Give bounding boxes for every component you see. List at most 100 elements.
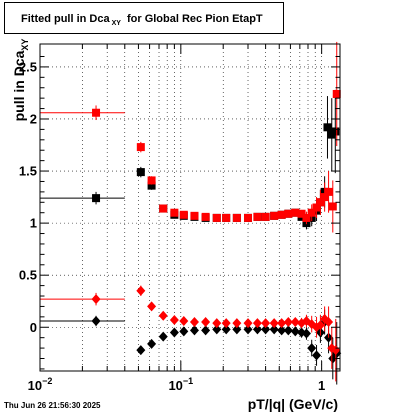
- data-markers: [40, 41, 342, 385]
- data-series: [40, 41, 341, 233]
- diamond-marker: [269, 324, 279, 335]
- diamond-marker: [136, 285, 146, 296]
- diamond-marker: [147, 301, 157, 312]
- axis-ticks: 10−2 10−1 100.511.522.5: [19, 44, 340, 393]
- diamond-marker: [212, 318, 222, 329]
- square-marker: [136, 143, 145, 152]
- diamond-marker: [179, 326, 189, 337]
- diamond-marker: [290, 326, 300, 337]
- diamond-marker: [283, 325, 293, 336]
- diamond-marker: [201, 317, 211, 328]
- diamond-marker: [232, 324, 242, 335]
- diamond-marker: [277, 325, 287, 336]
- y-axis-label-subscript: XY: [20, 38, 30, 51]
- square-marker: [190, 211, 199, 220]
- datestamp: Thu Jun 26 21:56:30 2025: [4, 401, 101, 410]
- diamond-marker: [91, 316, 101, 327]
- diamond-marker: [232, 318, 242, 329]
- square-marker: [136, 168, 145, 177]
- diamond-marker: [243, 318, 253, 329]
- square-marker: [270, 211, 279, 220]
- x-tick-label: 10−2: [28, 376, 53, 393]
- diamond-marker: [261, 318, 271, 329]
- diamond-marker: [315, 320, 325, 331]
- x-tick-label-base: 10: [168, 378, 182, 393]
- title-suffix: for Global Rec Pion EtapT: [126, 13, 263, 25]
- diamond-marker: [179, 316, 189, 327]
- square-marker: [328, 202, 337, 211]
- square-marker: [320, 193, 329, 202]
- y-axis-label-main: pull in Dca: [11, 50, 27, 122]
- square-marker: [332, 89, 341, 98]
- y-tick-label: 0.5: [19, 268, 37, 283]
- chart-title: Fitted pull in Dca XY for Global Rec Pion …: [21, 13, 263, 27]
- diamond-marker: [324, 317, 334, 328]
- diamond-marker: [189, 317, 199, 328]
- diamond-marker: [189, 325, 199, 336]
- diamond-marker: [301, 328, 311, 339]
- square-marker: [277, 210, 286, 219]
- square-marker: [261, 212, 270, 221]
- square-marker: [244, 213, 253, 222]
- square-marker: [331, 127, 340, 136]
- square-marker: [212, 213, 221, 222]
- diamond-marker: [252, 318, 262, 329]
- diamond-marker: [221, 324, 231, 335]
- diamond-marker: [201, 325, 211, 336]
- diamond-marker: [252, 324, 262, 335]
- diamond-marker: [261, 324, 271, 335]
- square-marker: [302, 213, 311, 222]
- square-marker: [323, 123, 332, 132]
- square-marker: [147, 176, 156, 185]
- x-tick-label-exponent: −2: [42, 376, 52, 386]
- square-marker: [201, 212, 210, 221]
- square-marker: [307, 208, 316, 217]
- x-tick-label-exponent: −1: [183, 376, 193, 386]
- y-axis-label: pull in DcaXY: [11, 25, 30, 135]
- diamond-marker: [283, 317, 293, 328]
- square-marker: [291, 208, 300, 217]
- x-axis-label: pT/|q| (GeV/c): [247, 396, 338, 412]
- diamond-marker: [290, 317, 300, 328]
- diamond-marker: [147, 338, 157, 349]
- square-marker: [284, 209, 293, 218]
- x-tick-label: 10−1: [168, 376, 193, 393]
- square-marker: [92, 108, 101, 117]
- title-prefix: Fitted pull in Dca: [21, 13, 110, 25]
- diamond-marker: [243, 324, 253, 335]
- y-tick-label: 0: [30, 320, 37, 335]
- square-marker: [170, 208, 179, 217]
- square-marker: [324, 187, 333, 196]
- square-marker: [159, 204, 168, 213]
- title-box: Fitted pull in Dca XY for Global Rec Pion …: [4, 2, 284, 34]
- diamond-marker: [136, 345, 146, 356]
- diamond-marker: [158, 331, 168, 342]
- square-marker: [253, 212, 262, 221]
- x-tick-label: 1: [318, 378, 325, 393]
- diamond-marker: [269, 318, 279, 329]
- square-marker: [179, 210, 188, 219]
- y-tick-label: 2: [30, 111, 37, 126]
- plot-frame: [39, 43, 341, 372]
- diamond-marker: [169, 327, 179, 338]
- square-marker: [222, 213, 231, 222]
- data-series: [40, 285, 341, 382]
- square-marker: [92, 194, 101, 203]
- diamond-marker: [307, 343, 317, 354]
- x-tick-label-base: 10: [28, 378, 42, 393]
- square-marker: [312, 203, 321, 212]
- y-tick-label: 1.5: [19, 164, 37, 179]
- square-marker: [232, 213, 241, 222]
- square-marker: [316, 198, 325, 207]
- diamond-marker: [212, 324, 222, 335]
- square-marker: [297, 209, 306, 218]
- diamond-marker: [158, 310, 168, 321]
- diamond-marker: [91, 294, 101, 305]
- diamond-marker: [169, 314, 179, 325]
- title-subscript: XY: [111, 20, 121, 27]
- data-series: [40, 89, 340, 230]
- y-tick-label: 1: [30, 216, 37, 231]
- square-marker: [147, 181, 156, 190]
- diamond-marker: [277, 318, 287, 329]
